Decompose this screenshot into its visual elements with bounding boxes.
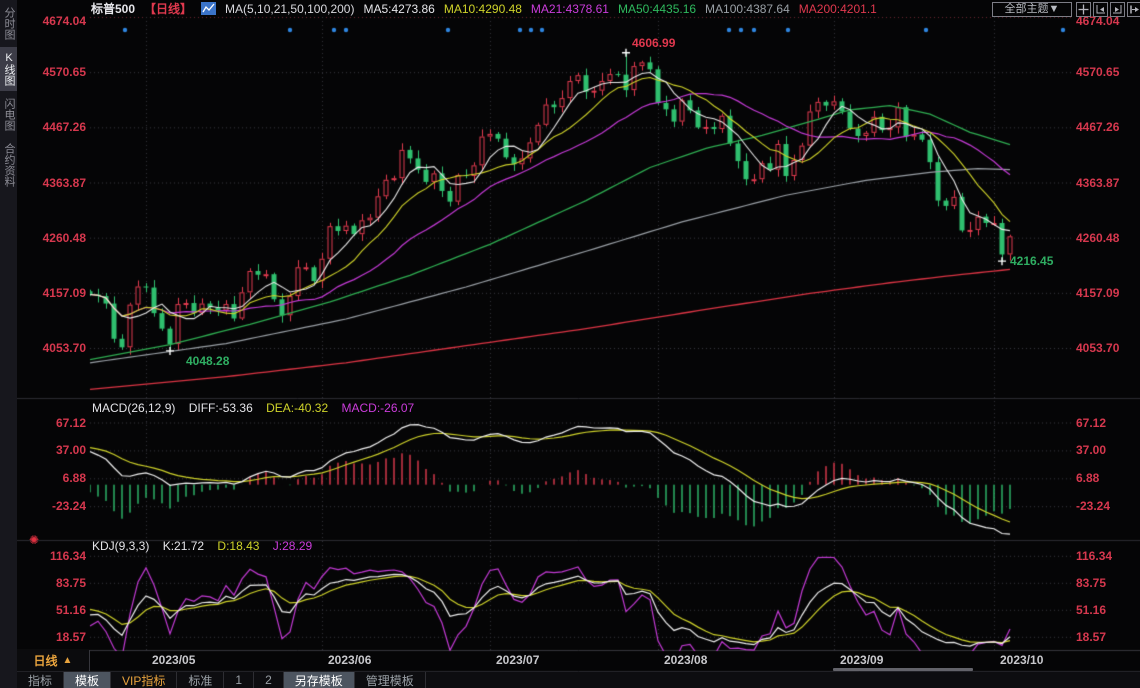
- macd-panel-header: MACD(26,12,9) DIFF:-53.36 DEA:-40.32 MAC…: [92, 401, 424, 415]
- date-label: 2023/08: [664, 653, 708, 667]
- price-axis-label-right: 4157.09: [1076, 285, 1120, 300]
- price-axis-label-left: 4467.26: [42, 120, 86, 135]
- tab-6[interactable]: 另存模板: [283, 672, 355, 688]
- kdj-axis-label-right: 51.16: [1076, 602, 1107, 617]
- symbol-name: 标普500: [91, 2, 136, 16]
- price-annotation: 4048.28: [186, 353, 230, 368]
- macd-axis-label-right: -23.24: [1076, 499, 1111, 514]
- kdj-axis-label-right: 18.57: [1076, 629, 1107, 644]
- sidebar-item-1[interactable]: K线图: [0, 47, 17, 91]
- date-label: 2023/06: [328, 653, 372, 667]
- kdj-axis-label-left: 83.75: [55, 575, 86, 590]
- macd-axis-label-left: 67.12: [55, 415, 86, 430]
- macd-title: MACD(26,12,9): [92, 401, 176, 415]
- period-selector-button[interactable]: 日线 ▲: [17, 650, 90, 671]
- tab-2[interactable]: VIP指标: [111, 672, 178, 688]
- move-icon[interactable]: [1076, 2, 1091, 17]
- kdj-axis-label-right: 83.75: [1076, 575, 1107, 590]
- theme-selector-button[interactable]: 全部主题▼: [992, 2, 1072, 17]
- price-axis-label-left: 4363.87: [42, 175, 86, 190]
- chart-tool-icons: [1076, 2, 1140, 17]
- tab-1[interactable]: 模板: [64, 672, 112, 688]
- kline-icon: [201, 2, 217, 15]
- chart-header: 标普500 【日线】 MA(5,10,21,50,100,200) MA5:42…: [91, 1, 886, 17]
- macd-axis-label-right: 37.00: [1076, 443, 1107, 458]
- ma-value-4: MA100:4387.64: [705, 1, 790, 16]
- tab-7[interactable]: 管理模板: [355, 672, 426, 688]
- kdj-j-value: J:28.29: [272, 539, 313, 553]
- left-sidebar: 分时图 K线图闪电图合约资料: [0, 0, 17, 688]
- bottom-tabbar: 指标 模板 VIP指标 标准 1 2 另存模板 管理模板: [17, 672, 1140, 688]
- scrollbar-thumb[interactable]: [833, 668, 973, 671]
- tab-3[interactable]: 标准: [177, 672, 225, 688]
- date-label: 2023/09: [840, 653, 884, 667]
- macd-macd-value: MACD:-26.07: [341, 401, 415, 415]
- ma-value-2: MA21:4378.61: [530, 1, 609, 16]
- tab-4[interactable]: 1: [224, 672, 255, 688]
- price-axis-label-left: 4053.70: [42, 341, 86, 355]
- period-label: 日线: [33, 654, 58, 668]
- kdj-d-value: D:18.43: [217, 539, 260, 553]
- macd-axis-label-left: 6.88: [62, 471, 86, 486]
- kdj-axis-label-left: 51.16: [55, 602, 86, 617]
- ma-values: MA5:4273.86 MA10:4290.48 MA21:4378.61 MA50:…: [363, 2, 885, 16]
- kdj-alert-icon[interactable]: ✺: [29, 533, 40, 547]
- kdj-panel-header: KDJ(9,3,3) K:21.72 D:18.43 J:28.29: [92, 539, 322, 553]
- kdj-axis-label-left: 18.57: [55, 629, 86, 644]
- kdj-title: KDJ(9,3,3): [92, 539, 150, 553]
- tab-0[interactable]: 指标: [17, 672, 65, 688]
- period-tag: 【日线】: [144, 2, 193, 16]
- price-axis-label-left: 4157.09: [42, 285, 86, 300]
- ma-value-0: MA5:4273.86: [363, 1, 435, 16]
- date-label: 2023/07: [496, 653, 540, 667]
- kdj-axis-label-left: 116.34: [49, 548, 86, 563]
- price-axis-label-right: 4674.04: [1076, 14, 1120, 28]
- price-axis-label-left: 4674.04: [42, 14, 86, 28]
- macd-axis-label-left: 37.00: [55, 443, 86, 458]
- ma-value-5: MA200:4201.1: [798, 1, 877, 16]
- price-axis-label-right: 4260.48: [1076, 230, 1120, 245]
- price-axis-label-left: 4570.65: [42, 65, 86, 80]
- expand-x-icon[interactable]: [1110, 2, 1125, 17]
- triangle-up-icon: ▲: [62, 655, 73, 666]
- macd-axis-label-right: 67.12: [1076, 415, 1107, 430]
- price-axis-label-left: 4260.48: [42, 230, 86, 245]
- ma-value-3: MA50:4435.16: [617, 1, 697, 16]
- price-axis-label-right: 4467.26: [1076, 120, 1120, 135]
- kdj-k-value: K:21.72: [162, 539, 205, 553]
- sidebar-item-2[interactable]: 闪电图: [3, 98, 15, 131]
- macd-axis-label-right: 6.88: [1076, 471, 1100, 486]
- macd-dea-value: DEA:-40.32: [266, 401, 329, 415]
- sidebar-item-0[interactable]: 分时图: [3, 7, 15, 40]
- tab-5[interactable]: 2: [254, 672, 284, 688]
- pan-right-icon[interactable]: [1127, 2, 1140, 17]
- macd-diff-value: DIFF:-53.36: [188, 401, 253, 415]
- price-axis-label-right: 4053.70: [1076, 341, 1120, 355]
- date-label: 2023/05: [152, 653, 196, 667]
- price-axis-label-right: 4363.87: [1076, 175, 1120, 190]
- compress-x-icon[interactable]: [1093, 2, 1108, 17]
- sidebar-item-3[interactable]: 合约资料: [3, 143, 15, 187]
- price-annotation: 4216.45: [1010, 254, 1054, 269]
- price-annotation: 4606.99: [632, 35, 676, 50]
- kdj-axis-label-right: 116.34: [1076, 548, 1113, 563]
- macd-axis-label-left: -23.24: [51, 499, 86, 514]
- ma-value-1: MA10:4290.48: [443, 1, 522, 16]
- price-axis-label-right: 4570.65: [1076, 65, 1120, 80]
- ma-params-label: MA(5,10,21,50,100,200): [225, 1, 355, 16]
- date-label: 2023/10: [1000, 653, 1044, 667]
